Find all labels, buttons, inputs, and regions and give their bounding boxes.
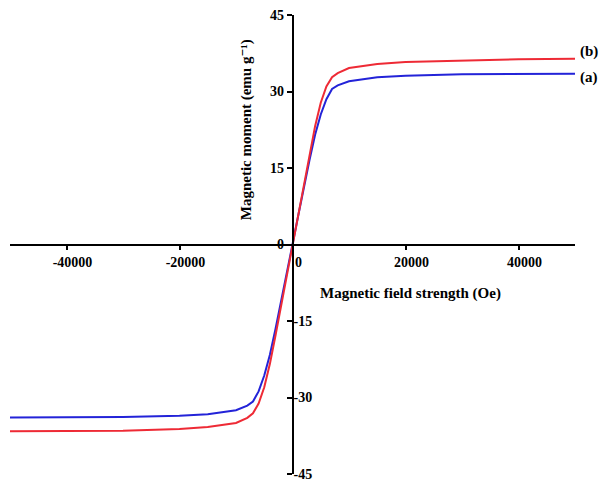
- svg-text:30: 30: [270, 84, 284, 99]
- svg-text:-40000: -40000: [53, 255, 93, 270]
- svg-text:20000: 20000: [394, 255, 429, 270]
- svg-text:45: 45: [270, 8, 284, 23]
- svg-text:-15: -15: [294, 314, 313, 329]
- svg-text:-45: -45: [294, 467, 313, 482]
- svg-text:-30: -30: [294, 390, 313, 405]
- svg-text:Magnetic moment (emu g⁻¹): Magnetic moment (emu g⁻¹): [238, 39, 255, 220]
- svg-text:0: 0: [295, 255, 302, 270]
- svg-text:(b): (b): [580, 43, 598, 60]
- svg-text:(a): (a): [580, 69, 598, 86]
- svg-text:0: 0: [277, 237, 284, 252]
- svg-text:15: 15: [270, 161, 284, 176]
- svg-text:40000: 40000: [507, 255, 542, 270]
- svg-text:-20000: -20000: [166, 255, 206, 270]
- svg-text:Magnetic field strength (Oe): Magnetic field strength (Oe): [320, 285, 501, 302]
